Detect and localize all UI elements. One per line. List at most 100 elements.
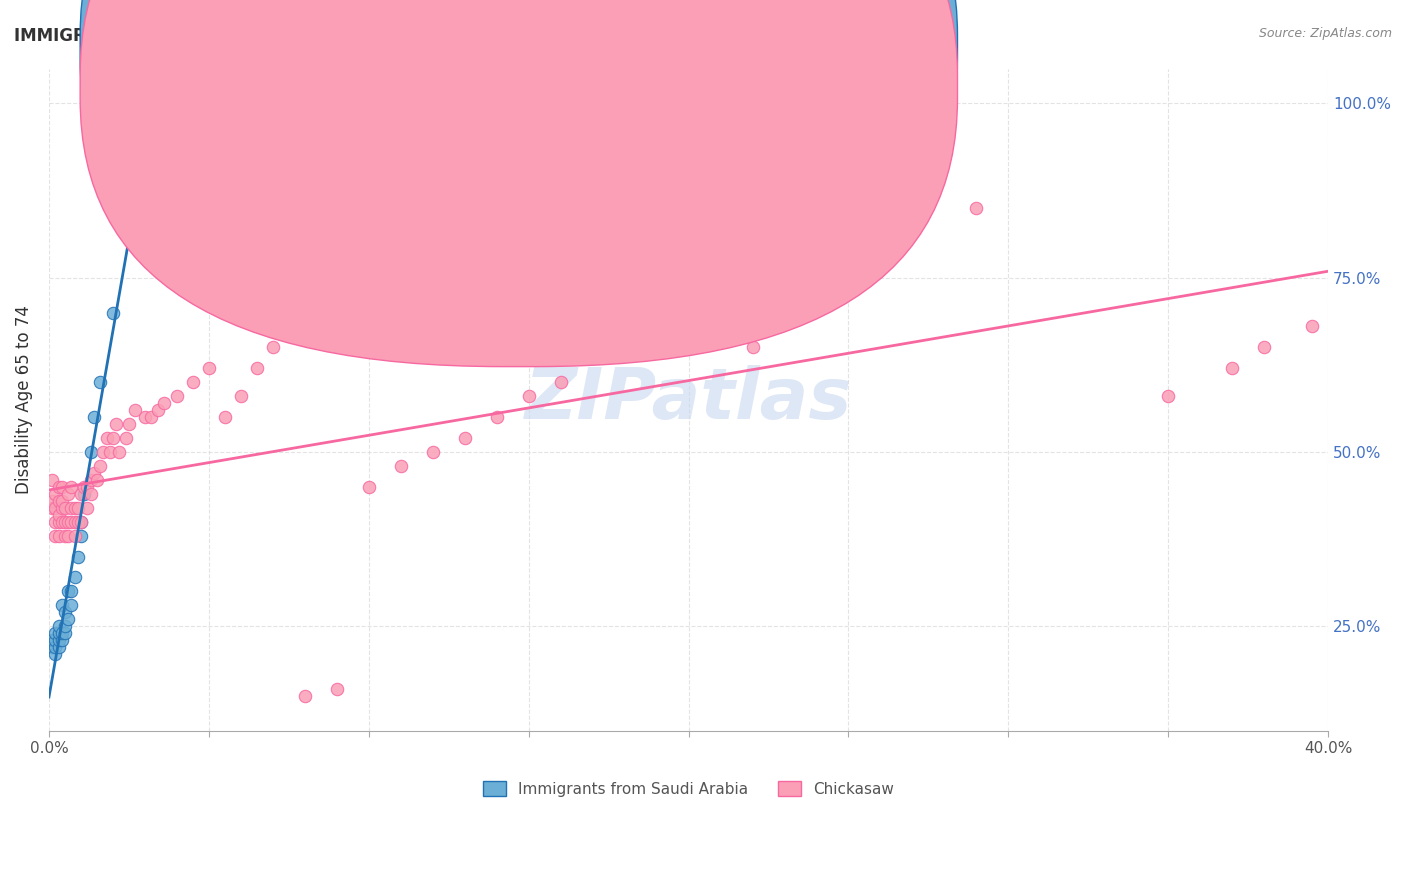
Point — [44, 633, 66, 648]
Point — [63, 528, 86, 542]
Point — [56, 584, 79, 599]
Point — [44, 626, 66, 640]
Point — [48, 528, 70, 542]
Text: N = 79: N = 79 — [717, 79, 770, 94]
Point — [389, 458, 412, 473]
Point — [1253, 340, 1275, 354]
Point — [63, 515, 86, 529]
Point — [550, 376, 572, 390]
Point — [44, 515, 66, 529]
Point — [44, 528, 66, 542]
Point — [44, 487, 66, 501]
Point — [517, 389, 540, 403]
Point — [48, 515, 70, 529]
Point — [60, 584, 83, 599]
Point — [198, 361, 221, 376]
Point — [51, 500, 73, 515]
Point — [229, 389, 252, 403]
Point — [73, 480, 96, 494]
Point — [146, 403, 169, 417]
Point — [86, 473, 108, 487]
Point — [1157, 389, 1180, 403]
Point — [678, 235, 700, 250]
Point — [63, 500, 86, 515]
Point — [613, 250, 636, 264]
Point — [79, 473, 101, 487]
Point — [76, 480, 98, 494]
Point — [53, 515, 76, 529]
Point — [70, 528, 93, 542]
Text: N = 30: N = 30 — [717, 40, 770, 54]
Point — [108, 445, 131, 459]
Point — [66, 549, 89, 564]
Point — [53, 626, 76, 640]
Point — [41, 493, 63, 508]
Point — [357, 480, 380, 494]
Legend: Immigrants from Saudi Arabia, Chickasaw: Immigrants from Saudi Arabia, Chickasaw — [477, 774, 901, 803]
Point — [118, 222, 141, 236]
Point — [79, 487, 101, 501]
Point — [51, 480, 73, 494]
Point — [294, 689, 316, 703]
Point — [83, 410, 105, 425]
Point — [118, 417, 141, 431]
Point — [51, 599, 73, 613]
Point — [70, 515, 93, 529]
Point — [60, 599, 83, 613]
Text: R = 0.315: R = 0.315 — [547, 79, 623, 94]
Y-axis label: Disability Age 65 to 74: Disability Age 65 to 74 — [15, 305, 32, 494]
Point — [134, 410, 156, 425]
Point — [63, 570, 86, 584]
Point — [96, 431, 118, 445]
Point — [1220, 361, 1243, 376]
Point — [181, 376, 204, 390]
Point — [53, 528, 76, 542]
Point — [53, 619, 76, 633]
Point — [41, 640, 63, 655]
Point — [51, 515, 73, 529]
Point — [741, 340, 763, 354]
Point — [91, 445, 114, 459]
Point — [98, 445, 121, 459]
Point — [70, 515, 93, 529]
Point — [73, 487, 96, 501]
Point — [1301, 319, 1323, 334]
Point — [41, 500, 63, 515]
Point — [48, 508, 70, 522]
Point — [66, 515, 89, 529]
Point — [101, 305, 124, 319]
Point — [326, 681, 349, 696]
Point — [214, 410, 236, 425]
Text: R = 0.881: R = 0.881 — [547, 40, 623, 54]
Point — [141, 410, 163, 425]
Text: IMMIGRANTS FROM SAUDI ARABIA VS CHICKASAW DISABILITY AGE 65 TO 74 CORRELATION CH: IMMIGRANTS FROM SAUDI ARABIA VS CHICKASA… — [14, 27, 932, 45]
Point — [56, 487, 79, 501]
Point — [79, 445, 101, 459]
Point — [66, 500, 89, 515]
Point — [246, 361, 269, 376]
Point — [114, 431, 136, 445]
Point — [422, 445, 444, 459]
Point — [153, 396, 176, 410]
Point — [83, 466, 105, 480]
Point — [53, 605, 76, 619]
Point — [56, 612, 79, 626]
Point — [48, 619, 70, 633]
Point — [44, 647, 66, 661]
Point — [485, 410, 508, 425]
Point — [60, 515, 83, 529]
Point — [53, 500, 76, 515]
Point — [101, 431, 124, 445]
Point — [124, 403, 146, 417]
Point — [51, 626, 73, 640]
Point — [48, 626, 70, 640]
Point — [56, 515, 79, 529]
Point — [89, 458, 111, 473]
Point — [60, 480, 83, 494]
Point — [76, 500, 98, 515]
Point — [56, 528, 79, 542]
Point — [454, 431, 477, 445]
Point — [965, 201, 987, 215]
Point — [48, 493, 70, 508]
Text: Source: ZipAtlas.com: Source: ZipAtlas.com — [1258, 27, 1392, 40]
